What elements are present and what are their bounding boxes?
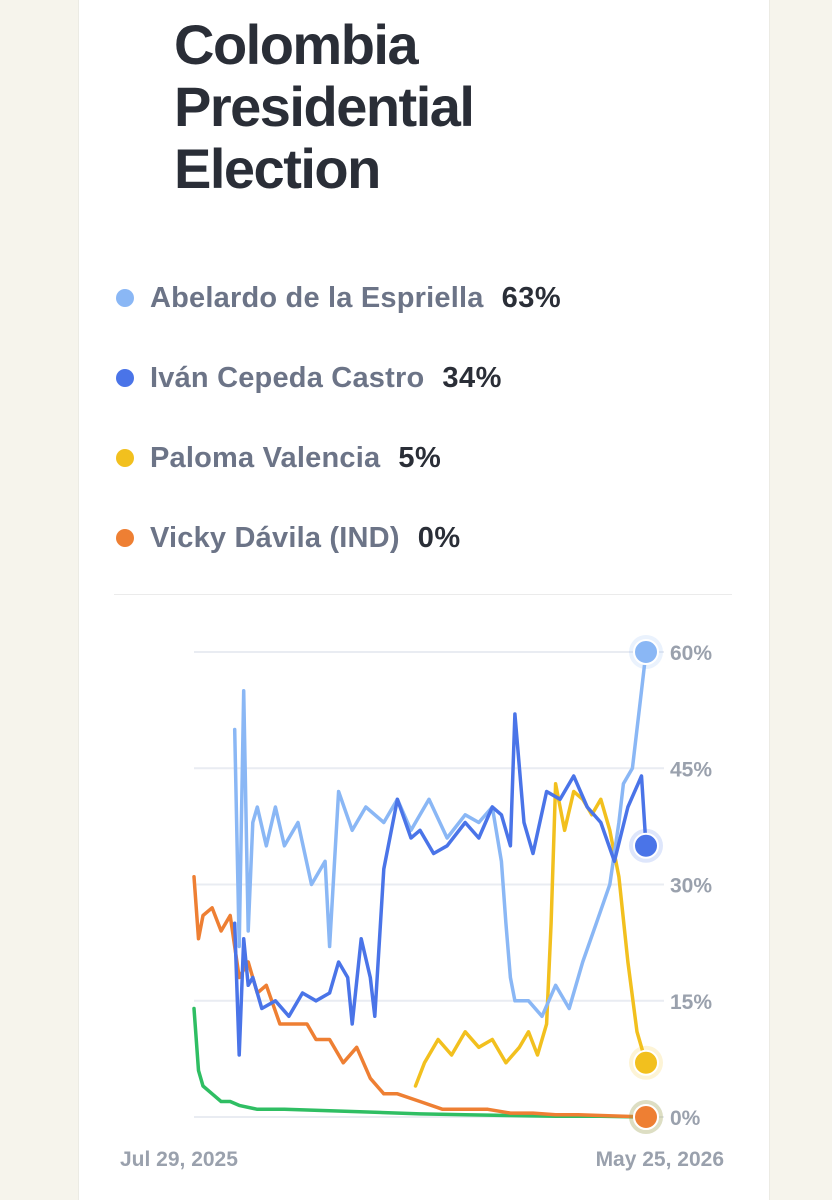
legend-dot (116, 289, 134, 307)
end-marker (633, 1104, 659, 1130)
y-tick-label: 45% (670, 758, 712, 781)
legend-name: Vicky Dávila (IND) (150, 521, 400, 554)
end-marker (633, 639, 659, 665)
legend-pct: 0% (417, 521, 461, 554)
series-line (192, 1006, 648, 1119)
end-marker (633, 1049, 659, 1076)
legend-name: Iván Cepeda Castro (150, 361, 425, 394)
legend-name: Paloma Valencia (150, 441, 381, 474)
x-tick-label: Jul 29, 2025 (120, 1148, 238, 1171)
x-tick-label: May 25, 2026 (596, 1148, 724, 1171)
series-line (232, 712, 648, 1057)
y-tick-label: 60% (670, 642, 712, 665)
legend: Abelardo de la Espriella 63% Iván Cepeda… (116, 272, 561, 592)
divider (114, 594, 732, 595)
legend-dot (116, 449, 134, 467)
page-title: Colombia Presidential Election (174, 13, 475, 200)
legend-dot (116, 529, 134, 547)
y-tick-label: 0% (670, 1107, 701, 1130)
legend-dot (116, 369, 134, 387)
legend-pct: 5% (398, 441, 442, 474)
legend-pct: 63% (501, 281, 562, 314)
end-marker (633, 832, 659, 859)
y-tick-label: 15% (670, 991, 712, 1014)
legend-item: Paloma Valencia 5% (116, 432, 561, 484)
legend-item: Vicky Dávila (IND) 0% (116, 512, 561, 564)
legend-item: Iván Cepeda Castro 34% (116, 352, 561, 404)
y-tick-label: 30% (670, 875, 712, 898)
series-line (413, 782, 648, 1088)
legend-pct: 34% (442, 361, 502, 394)
series-line (192, 875, 648, 1119)
legend-item: Abelardo de la Espriella 63% (116, 272, 561, 324)
legend-name: Abelardo de la Espriella (150, 281, 484, 314)
series-line (232, 650, 648, 1019)
